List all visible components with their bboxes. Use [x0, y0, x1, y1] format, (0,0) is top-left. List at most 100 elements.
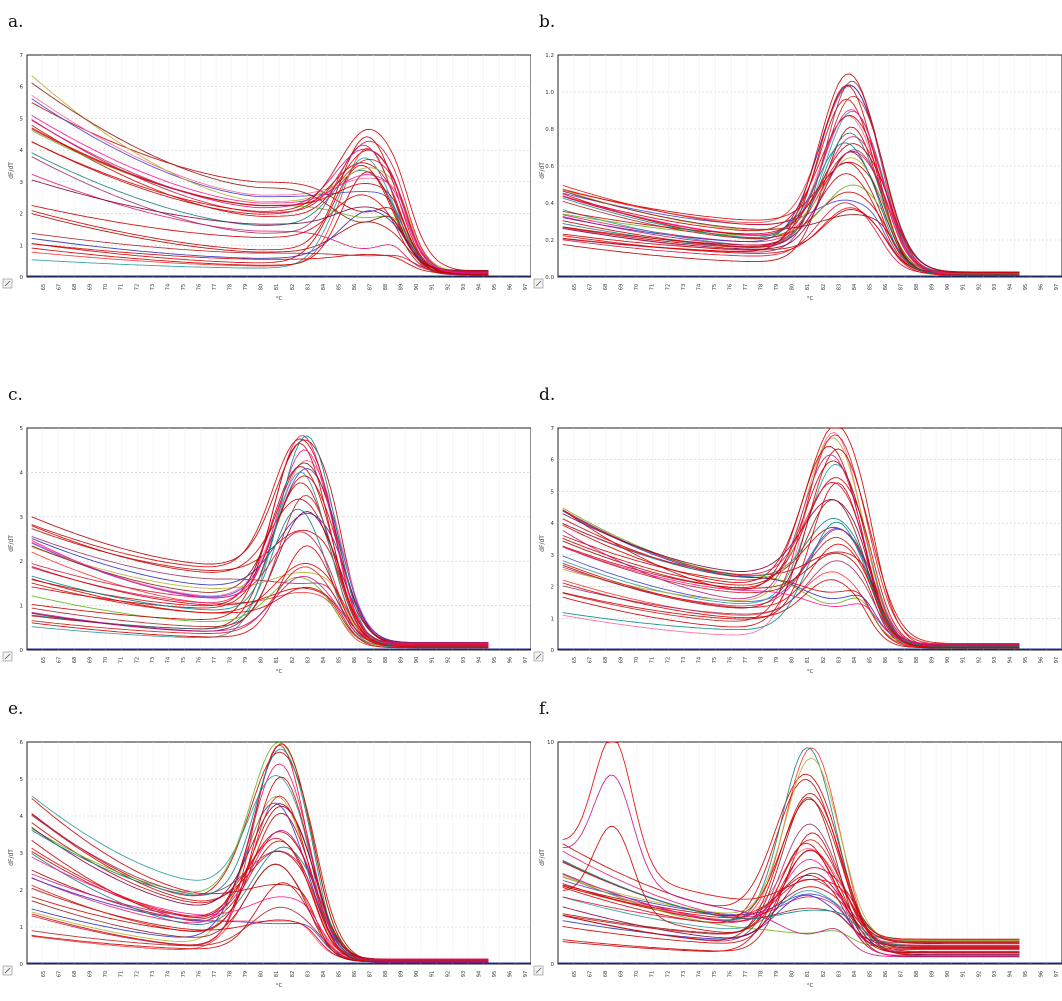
x-tick-label: 85 — [867, 657, 873, 663]
x-tick-label: 72 — [665, 284, 671, 290]
zoom-icon-glyph — [4, 967, 11, 974]
x-tick-label: 79 — [243, 657, 249, 663]
x-tick-label: 77 — [743, 971, 749, 977]
y-tick-label: 1.2 — [545, 53, 554, 59]
x-tick-label: 86 — [352, 657, 358, 663]
x-tick-label: 77 — [743, 284, 749, 290]
panel-d: d. 0 1 2 3 4 5 6 7 dF/dT 65 67 68 69 70 71 72 73 74 75 76 77 7… — [531, 373, 1062, 687]
x-tick-label: 76 — [727, 657, 733, 663]
x-tick-label: 87 — [899, 284, 905, 290]
x-tick-label: 88 — [383, 284, 389, 290]
x-axis-label: °C — [807, 296, 814, 302]
x-tick-label: 69 — [88, 971, 94, 977]
melt-curve-series — [31, 157, 489, 272]
y-tick-label: 0 — [551, 648, 555, 654]
x-tick-label: 80 — [790, 284, 796, 290]
x-tick-label: 97 — [1054, 657, 1060, 663]
y-axis-label: dF/dT — [8, 849, 15, 866]
melt-curve-series — [31, 144, 489, 276]
y-tick-label: 0 — [20, 648, 24, 654]
x-tick-label: 67 — [57, 971, 63, 977]
panel-c: c. 0 1 2 3 4 5 dF/dT 65 67 68 69 70 71 72 73 74 75 76 77 78 7… — [0, 373, 531, 687]
x-tick-label: 79 — [243, 971, 249, 977]
panel-letter: f. — [539, 699, 551, 719]
x-tick-label: 88 — [914, 657, 920, 663]
zoom-icon-glyph — [4, 653, 11, 660]
melt-curve-series — [31, 744, 489, 960]
melt-curve-series — [562, 779, 1020, 949]
y-tick-label: 5 — [20, 777, 24, 783]
y-tick-label: 1 — [20, 243, 24, 249]
x-tick-label: 65 — [41, 971, 47, 977]
y-tick-label: 0.6 — [545, 164, 554, 170]
x-tick-label: 84 — [852, 657, 858, 663]
x-tick-label: 89 — [399, 971, 405, 977]
x-tick-label: 90 — [945, 657, 951, 663]
melt-curve-series — [562, 448, 1020, 644]
x-tick-label: 97 — [1054, 284, 1060, 290]
melt-curve-chart: 0 1 2 3 4 5 dF/dT 65 67 68 69 70 71 72 73 74 75 76 77 78 79 8… — [2, 426, 531, 675]
x-tick-label: 71 — [119, 657, 125, 663]
melt-curve-series — [31, 127, 489, 274]
x-tick-label: 94 — [1007, 657, 1013, 663]
x-axis-label: °C — [807, 669, 814, 675]
x-tick-label: 65 — [572, 657, 578, 663]
x-tick-label: 68 — [603, 657, 609, 663]
x-tick-label: 74 — [165, 971, 171, 977]
x-tick-label: 70 — [103, 657, 109, 663]
x-tick-label: 69 — [88, 284, 94, 290]
panel-letter: a. — [8, 12, 24, 32]
x-tick-label: 72 — [665, 657, 671, 663]
x-tick-label: 77 — [743, 657, 749, 663]
x-tick-label: 81 — [805, 657, 811, 663]
y-tick-label: 6 — [551, 458, 555, 464]
x-tick-label: 83 — [305, 284, 311, 290]
y-tick-label: 5 — [20, 426, 24, 432]
zoom-icon-glyph — [4, 280, 11, 287]
x-tick-label: 72 — [134, 971, 140, 977]
x-tick-label: 82 — [290, 284, 296, 290]
x-tick-label: 80 — [259, 657, 265, 663]
x-tick-label: 87 — [368, 284, 374, 290]
melt-curve-series — [31, 136, 489, 275]
x-tick-label: 93 — [992, 657, 998, 663]
y-tick-label: 2 — [551, 585, 555, 591]
x-tick-label: 74 — [696, 971, 702, 977]
melt-curve-chart: 0 1 2 3 4 5 6 dF/dT 65 67 68 69 70 71 72 73 74 75 76 77 78 79… — [2, 740, 531, 989]
melt-curve-series — [562, 859, 1020, 947]
x-tick-label: 93 — [461, 284, 467, 290]
x-tick-label: 73 — [681, 284, 687, 290]
melt-curve-series — [31, 114, 489, 274]
x-tick-label: 83 — [836, 971, 842, 977]
x-tick-label: 75 — [712, 971, 718, 977]
y-tick-label: 2 — [20, 888, 24, 894]
x-tick-label: 73 — [681, 971, 687, 977]
x-tick-label: 69 — [619, 284, 625, 290]
melt-curve-series — [562, 826, 1020, 954]
y-axis-label: dF/dT — [539, 162, 546, 179]
x-tick-label: 73 — [150, 971, 156, 977]
y-tick-label: 1 — [20, 925, 24, 931]
x-tick-label: 82 — [821, 971, 827, 977]
x-tick-label: 96 — [507, 657, 513, 663]
x-tick-label: 96 — [1038, 971, 1044, 977]
melt-curve-series — [31, 435, 489, 647]
x-tick-label: 96 — [507, 971, 513, 977]
y-tick-label: 2 — [20, 559, 24, 565]
y-tick-label: 1 — [551, 616, 555, 622]
x-tick-label: 71 — [119, 284, 125, 290]
x-tick-label: 88 — [383, 971, 389, 977]
x-tick-label: 78 — [228, 284, 234, 290]
x-tick-label: 94 — [476, 284, 482, 290]
melt-curve-series — [31, 141, 489, 274]
x-tick-label: 90 — [945, 971, 951, 977]
x-tick-label: 82 — [290, 971, 296, 977]
x-tick-label: 65 — [41, 284, 47, 290]
melt-curve-chart: 0.0 0.2 0.4 0.6 0.8 1.0 1.2 dF/dT 65 67 68 69 70 71 72… — [533, 53, 1062, 302]
y-tick-label: 0.4 — [545, 201, 554, 207]
panel-a: a. 0 1 2 3 4 5 6 7 dF/dT 65 67 68 69 70 71 72 73 74 75 76 77 7… — [0, 0, 531, 314]
x-tick-label: 85 — [867, 284, 873, 290]
x-tick-label: 80 — [790, 657, 796, 663]
y-tick-label: 4 — [20, 470, 24, 476]
